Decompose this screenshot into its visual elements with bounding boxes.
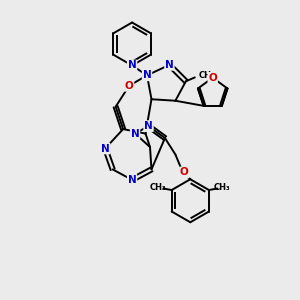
Text: CH₃: CH₃	[214, 182, 231, 191]
Text: CH₃: CH₃	[150, 182, 166, 191]
Text: O: O	[125, 81, 134, 91]
Text: N: N	[144, 121, 153, 131]
Text: N: N	[128, 175, 136, 185]
Text: N: N	[131, 129, 140, 139]
Text: CH₃: CH₃	[198, 71, 215, 80]
Text: N: N	[142, 70, 152, 80]
Text: O: O	[208, 73, 217, 83]
Text: N: N	[128, 61, 136, 70]
Text: N: N	[165, 60, 174, 70]
Text: N: N	[101, 143, 110, 154]
Text: O: O	[180, 167, 189, 177]
